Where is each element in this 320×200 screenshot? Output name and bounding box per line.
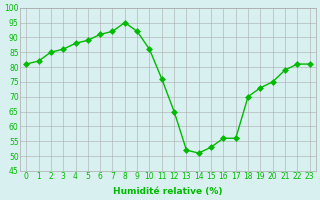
X-axis label: Humidité relative (%): Humidité relative (%) bbox=[113, 187, 223, 196]
